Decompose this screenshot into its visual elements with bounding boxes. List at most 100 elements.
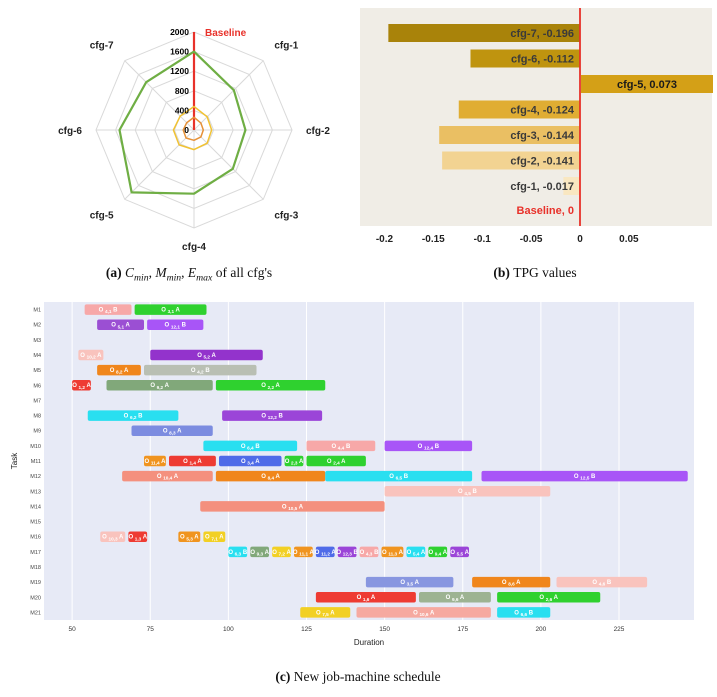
radar-tick-label: 0 (184, 125, 189, 135)
gantt-bar (337, 546, 357, 557)
gantt-bar-label: O 11,3 A (382, 549, 404, 556)
gantt-bar-label: O 10,6 A (413, 610, 435, 617)
gantt-x-tick-label: 75 (147, 626, 155, 633)
machine-label-M2: M2 (33, 322, 41, 328)
gantt-bar-label: O 12,4 B (418, 443, 440, 450)
gantt-x-axis-title: Duration (354, 638, 384, 647)
subfigure-row: 0 400 800 1200 1600 2000 Baseline cfg-1 cfg-2 cfg… (0, 0, 717, 284)
gantt-bar (178, 531, 201, 542)
gantt-bar-label: O 6,6 B (514, 610, 533, 617)
gantt-bar-label: O 5,5 A (450, 549, 469, 556)
gantt-bar-label: O 9,6 A (446, 595, 465, 602)
gantt-bar (100, 531, 126, 542)
gantt-bar-label: O 4,5 B (458, 489, 477, 496)
machine-label-M5: M5 (33, 368, 41, 374)
gantt-bar (325, 470, 473, 482)
gantt-bar-label: O 4,3 B (360, 549, 379, 556)
tpg-bar-cfg-7 (388, 24, 580, 42)
gantt-bar (84, 304, 132, 315)
gantt-x-tick-label: 200 (535, 626, 546, 633)
machine-label-M1: M1 (33, 307, 41, 313)
machine-label-M3: M3 (33, 338, 41, 344)
gantt-bar (384, 485, 551, 497)
machine-label-M16: M16 (30, 534, 41, 540)
gantt-bar-label: O 5,1 A (111, 322, 130, 329)
gantt-bar-label: O 8,3 A (163, 428, 182, 435)
gantt-bar (450, 546, 469, 557)
gantt-bar (203, 531, 226, 542)
gantt-bar (556, 576, 648, 588)
bar-x-tick-label: -0.15 (422, 234, 445, 245)
bar-x-tick-label: 0 (577, 234, 583, 245)
radar-series-M_min (172, 105, 213, 151)
gantt-bar (284, 455, 304, 466)
gantt-bar (228, 546, 248, 557)
gantt-bar (128, 531, 148, 542)
gantt-bar (294, 546, 313, 557)
gantt-bar-label: O 4,2 B (191, 368, 210, 375)
gantt-bar-label: O 12,3 B (336, 549, 358, 556)
radar-axis-label: cfg-2 (306, 126, 330, 137)
bar-x-tick-label: -0.1 (474, 234, 492, 245)
radar-spoke (124, 60, 195, 131)
gantt-bar-label: O 11,2 A (315, 549, 337, 556)
tpg-bar-cfg-5 (581, 75, 713, 93)
tpg-bar-label: cfg-1, -0.017 (510, 181, 574, 193)
radar-tick-label: 400 (175, 105, 189, 115)
gantt-bar (497, 606, 551, 618)
machine-label-M18: M18 (30, 565, 41, 571)
gantt-bar-label: O 12,2 B (261, 413, 283, 420)
radar-axis-label: cfg-7 (90, 41, 114, 52)
gantt-bar (169, 455, 216, 466)
gantt-x-tick-label: 175 (457, 626, 468, 633)
machine-label-M9: M9 (33, 428, 41, 434)
subfigure-a: 0 400 800 1200 1600 2000 Baseline cfg-1 cfg-2 cfg… (28, 6, 350, 284)
gantt-bar-label: O 2,4 A (327, 459, 346, 466)
gantt-bar-label: O 1,4 A (183, 459, 202, 466)
gantt-bar (144, 455, 166, 466)
tpg-bar-label-highlight: cfg-5, 0.073 (617, 79, 677, 91)
gantt-bar (359, 546, 379, 557)
gantt-bar-label: O 10,3 A (102, 534, 124, 541)
gantt-bar-label: O 1,6 A (357, 595, 376, 602)
tpg-bar-cfg-2 (442, 151, 580, 170)
machine-label-M19: M19 (30, 580, 41, 586)
gantt-bar-label: O 6,5 B (389, 474, 408, 481)
gantt-bar-label: O 1,2 A (72, 383, 91, 390)
gantt-bar (72, 379, 91, 391)
gantt-bar (78, 349, 104, 360)
bar-x-tick-label: -0.2 (376, 234, 394, 245)
gantt-bar (428, 546, 448, 557)
gantt-x-tick-label: 100 (223, 626, 234, 633)
gantt-bar-label: O 5,2 A (197, 353, 216, 360)
gantt-bar-label: O 7,2 A (272, 549, 291, 556)
tpg-bar-label: cfg-4, -0.124 (510, 105, 574, 117)
machine-label-M6: M6 (33, 383, 41, 389)
tpg-bar-cfg-1 (563, 177, 580, 195)
gantt-bar (356, 606, 491, 618)
gantt-bar (215, 470, 326, 482)
gantt-bar-label: O 9,3 A (250, 549, 269, 556)
gantt-bar (315, 546, 335, 557)
gantt-bar (147, 319, 204, 330)
tpg-bar-cfg-6 (470, 49, 580, 68)
gantt-bar (215, 379, 326, 391)
gantt-chart: 50 75 100 125 150 175 200 225 M1 M2 M3 M4 M5 M6 M7 M8 M9… (10, 301, 694, 647)
gantt-x-tick-label: 225 (614, 626, 625, 633)
tpg-bar-cfg-3 (439, 126, 580, 144)
gantt-bar (250, 546, 269, 557)
machine-label-M11: M11 (31, 459, 41, 465)
gantt-bar (134, 304, 207, 315)
gantt-bar (306, 455, 366, 466)
gantt-bar-label: O 5,3 A (180, 534, 199, 541)
gantt-bar (87, 410, 179, 421)
machine-label-M12: M12 (30, 474, 41, 480)
gantt-bar-label: O 6,4 B (241, 443, 260, 450)
gantt-bar-label: O 3,5 A (400, 580, 419, 587)
gantt-bar-label: O 8,2 A (110, 368, 129, 375)
gantt-bar (497, 591, 601, 603)
gantt-bar (97, 364, 141, 376)
gantt-bar (131, 425, 213, 436)
machine-label-M13: M13 (30, 489, 41, 495)
